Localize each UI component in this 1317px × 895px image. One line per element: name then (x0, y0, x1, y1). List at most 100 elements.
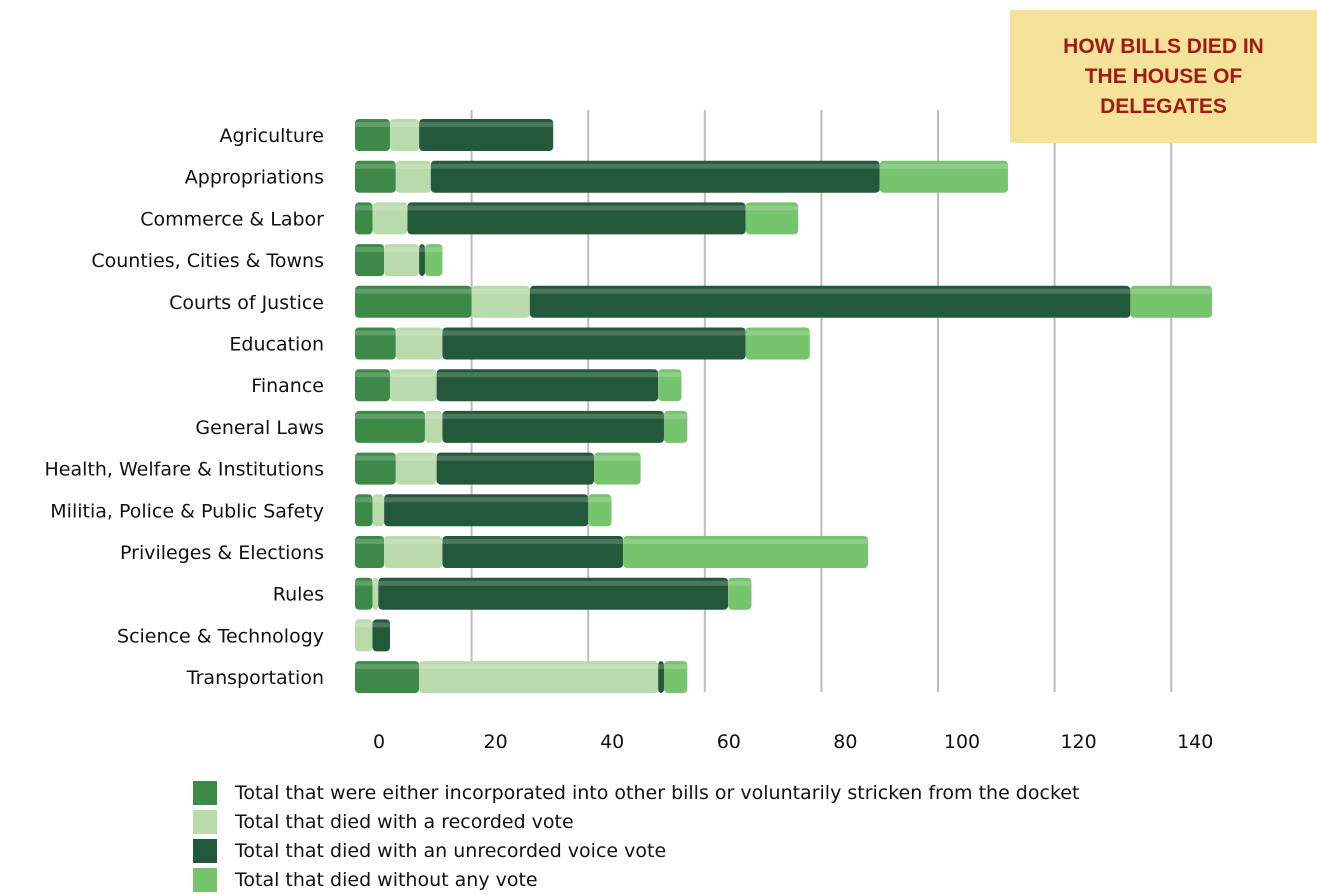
bar-segment (378, 577, 729, 610)
bar-segment (384, 494, 589, 527)
legend-swatch (193, 838, 217, 863)
legend-item: Total that were either incorporated into… (193, 778, 1079, 807)
x-tick-labels: 0 20 40 60 80 100 120 140 (373, 731, 1213, 753)
bar-segment (355, 452, 396, 485)
x-tick-label: 40 (600, 731, 624, 753)
bar-segment (355, 119, 390, 151)
bar-sheen (355, 122, 554, 127)
bar-sheen (355, 163, 1008, 169)
x-tick-label: 140 (1177, 731, 1213, 753)
bar-segment (430, 160, 880, 193)
bar-segment (745, 202, 799, 235)
bar-segment (442, 327, 746, 360)
bar-segment (355, 285, 472, 318)
legend-item: Total that died without any vote (193, 865, 1079, 894)
bar-segment (424, 410, 443, 443)
legend-label: Total that died with a recorded vote (235, 810, 574, 833)
x-tick-label: 0 (373, 731, 385, 753)
bar-segment (355, 202, 373, 235)
bar-sheen (355, 288, 1213, 294)
bar-sheen (355, 372, 682, 378)
x-tick-label: 60 (717, 731, 741, 753)
title-line-2: THE HOUSE OF (1084, 64, 1243, 88)
bar-sheen (355, 497, 612, 503)
bar-segment (471, 285, 530, 318)
category-label: Science & Technology (117, 625, 324, 647)
bar-segment (424, 244, 443, 277)
bar-segment (745, 327, 810, 360)
bar-segment (419, 244, 425, 277)
legend-label: Total that were either incorporated into… (235, 781, 1080, 804)
category-label: Transportation (186, 667, 324, 689)
bar-segment (419, 119, 554, 151)
category-labels: Agriculture Appropriations Commerce & Labo… (45, 125, 325, 689)
legend-label: Total that died with an unrecorded voice… (235, 839, 667, 862)
legend-item: Total that died with an unrecorded voice… (193, 836, 1079, 865)
category-label: Counties, Cities & Towns (91, 250, 324, 272)
bar-segment (658, 369, 682, 402)
category-label: General Laws (195, 417, 324, 439)
bar-sheen (355, 622, 390, 628)
bar-segment (594, 452, 641, 485)
bar-segment (442, 536, 624, 568)
category-label: Education (229, 334, 324, 356)
bar-sheen (355, 539, 869, 544)
bar-sheen (355, 330, 810, 336)
bar-segment (728, 577, 752, 610)
bar-segment (395, 452, 437, 485)
bar-sheen (355, 247, 443, 253)
bar-segment (407, 202, 746, 235)
legend-swatch (193, 780, 217, 805)
category-label: Health, Welfare & Institutions (45, 459, 324, 481)
bar-segment (384, 244, 420, 277)
bar-segment (355, 536, 385, 568)
bar-sheen (355, 455, 641, 461)
x-tick-label: 120 (1060, 731, 1096, 753)
x-tick-label: 80 (833, 731, 857, 753)
bar-sheen (355, 580, 752, 586)
legend-swatch (193, 809, 217, 834)
bar-segment (372, 619, 390, 652)
bar-segment (355, 494, 373, 527)
bar-sheen (355, 205, 799, 211)
bar-segment (355, 619, 373, 652)
bar-segment (658, 661, 664, 694)
bar-segment (384, 536, 443, 568)
x-tick-label: 20 (484, 731, 508, 753)
title-line-1: HOW BILLS DIED IN (1063, 34, 1264, 58)
bar-segment (389, 369, 437, 402)
bar-segment (355, 369, 390, 402)
bar-segment (529, 285, 1131, 318)
bar-segment (355, 160, 396, 193)
legend-label: Total that died without any vote (235, 868, 538, 891)
bar-segment (355, 410, 425, 443)
legend: Total that were either incorporated into… (193, 778, 1079, 894)
category-label: Militia, Police & Public Safety (50, 500, 324, 522)
bar-segment (663, 410, 688, 443)
bar-segment (436, 369, 659, 402)
category-label: Appropriations (185, 167, 324, 189)
category-label: Commerce & Labor (140, 208, 324, 230)
title-line-3: DELEGATES (1100, 94, 1227, 118)
bar-segment (436, 452, 595, 485)
bar-segment (395, 327, 443, 360)
bar-segment (389, 119, 420, 151)
category-label: Privileges & Elections (120, 542, 324, 564)
bar-segment (395, 160, 431, 193)
bar-segment (623, 536, 869, 568)
bar-segment (419, 661, 659, 694)
bar-sheen (355, 413, 688, 419)
legend-item: Total that died with a recorded vote (193, 807, 1079, 836)
chart-title: HOW BILLS DIED IN THE HOUSE OF DELEGATES (1010, 10, 1317, 143)
bars (355, 119, 1213, 694)
bar-segment (355, 661, 420, 694)
category-label: Rules (273, 584, 324, 606)
bar-sheen (355, 664, 688, 670)
bar-segment (372, 494, 385, 527)
bar-segment (355, 577, 373, 610)
bar-segment (442, 410, 664, 443)
category-label: Courts of Justice (169, 292, 324, 314)
bar-segment (663, 661, 688, 694)
bar-segment (588, 494, 612, 527)
